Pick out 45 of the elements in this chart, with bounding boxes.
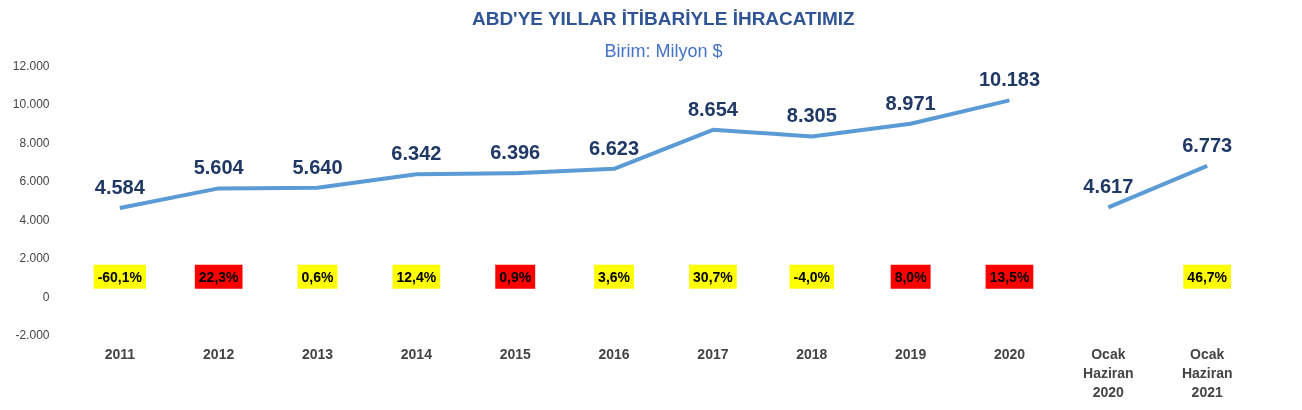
annotation: 12,4% [396, 268, 437, 285]
x-tick-label: 2018 [796, 345, 828, 362]
x-tick-label: 2015 [499, 345, 532, 362]
data-label: 8.971 [885, 91, 936, 114]
y-tick-label: 0 [42, 289, 50, 304]
y-tick-label: 10.000 [12, 97, 50, 112]
annotation: 22,3% [198, 268, 240, 285]
chart-subtitle: Birim: Milyon $ [604, 40, 723, 61]
data-label: 8.654 [687, 97, 739, 120]
annotation: -4,0% [793, 268, 831, 285]
x-tick-label: 2016 [598, 345, 630, 362]
y-tick-label: 2.000 [19, 251, 50, 266]
annotation: 30,7% [693, 268, 734, 285]
y-tick-label: 4.000 [19, 212, 50, 227]
data-label: 4.584 [94, 175, 146, 198]
annotation: 46,7% [1187, 268, 1228, 285]
annotation: -60,1% [97, 268, 143, 285]
annotation: 8,0% [894, 268, 928, 285]
x-tick-label: 2014 [400, 345, 433, 362]
y-tick-label: -2.000 [15, 328, 50, 342]
y-tick-label: 8.000 [19, 135, 50, 150]
data-label: 8.305 [786, 104, 837, 127]
annotation: 3,6% [598, 268, 631, 285]
data-label: 5.604 [193, 156, 245, 179]
x-tick-label: 2020 [993, 345, 1026, 362]
y-tick-label: 12.000 [12, 59, 50, 73]
x-tick-label: Ocak Haziran 2021 [1181, 345, 1233, 400]
annotation: 0,6% [301, 268, 335, 285]
data-label: 4.617 [1083, 175, 1134, 198]
x-tick-label: 2019 [895, 345, 927, 362]
annotation: 0,9% [499, 268, 532, 285]
data-label: 6.773 [1182, 133, 1233, 156]
x-tick-label: 2013 [301, 345, 334, 362]
data-label: 10.183 [978, 68, 1041, 91]
y-tick-label: 6.000 [19, 174, 50, 189]
data-label: 6.623 [589, 136, 640, 159]
chart-title: ABD'YE YILLAR İTİBARİYLE İHRACATIMIZ [471, 7, 856, 29]
data-label: 6.396 [490, 141, 541, 164]
x-tick-label: Ocak Haziran 2020 [1083, 345, 1134, 400]
data-label: 6.342 [391, 142, 442, 165]
annotation: 13,5% [989, 268, 1030, 285]
x-tick-label: 2012 [203, 345, 235, 362]
x-tick-label: 2011 [104, 345, 136, 362]
x-tick-label: 2017 [697, 345, 729, 362]
data-label: 5.640 [292, 155, 343, 178]
